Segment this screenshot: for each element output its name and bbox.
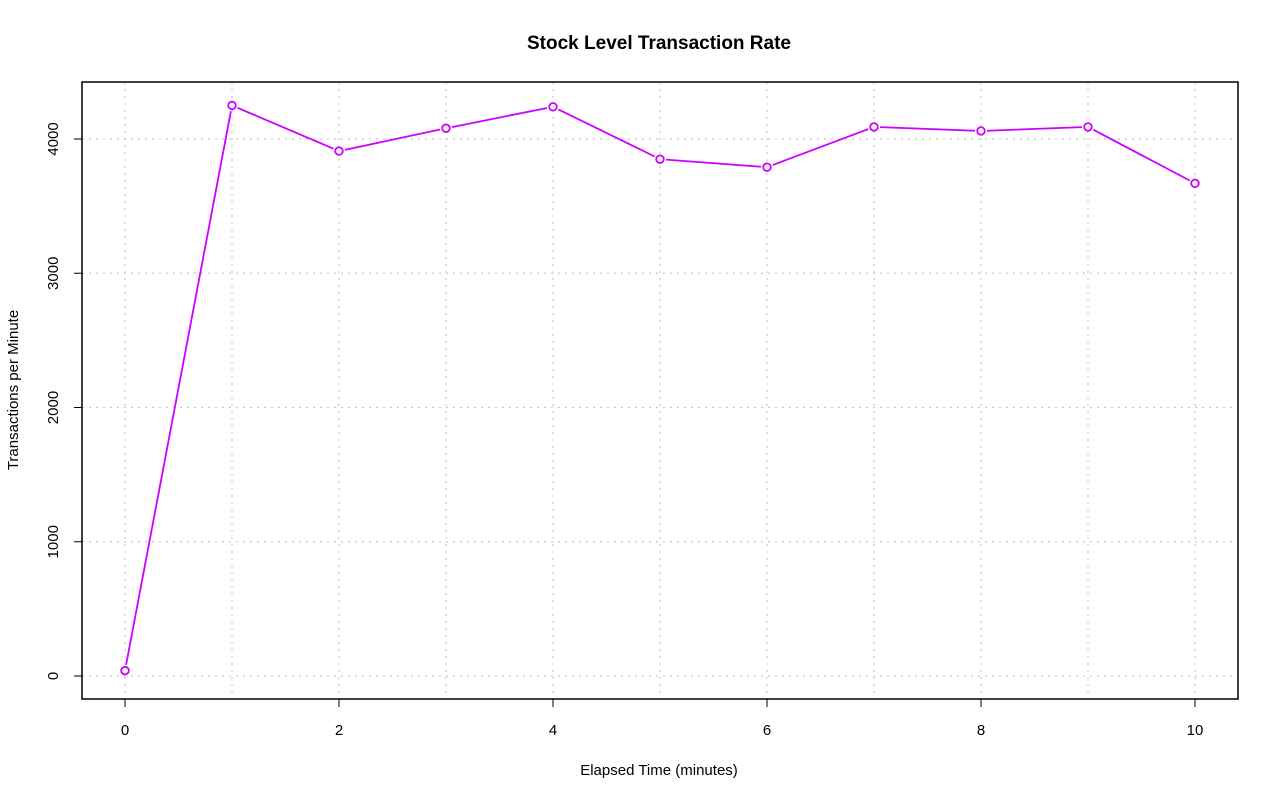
y-tick-label: 4000	[45, 122, 62, 155]
x-axis-label: Elapsed Time (minutes)	[580, 762, 738, 779]
series-line-segment	[665, 158, 762, 168]
data-point	[976, 126, 986, 136]
y-tick-label: 3000	[45, 257, 62, 290]
x-axis: 0 2 4 6 8 10	[121, 698, 1204, 739]
series-line-segment	[237, 106, 334, 150]
data-point	[762, 162, 772, 172]
data-point	[334, 146, 344, 156]
y-axis: 0 1000 2000 3000 4000	[45, 122, 83, 680]
x-tick-label: 0	[121, 722, 129, 739]
x-tick-label: 10	[1187, 722, 1204, 739]
series-line-segment	[772, 128, 869, 166]
y-tick-label: 1000	[45, 525, 62, 558]
series-line-segment	[344, 128, 441, 151]
x-tick-label: 2	[335, 722, 343, 739]
x-tick-label: 4	[549, 722, 557, 739]
series-line-segment	[451, 107, 548, 128]
series-line-segment	[986, 126, 1083, 132]
data-point	[1083, 122, 1093, 132]
grid-lines	[82, 82, 1238, 699]
data-point	[548, 102, 558, 112]
x-tick-label: 8	[977, 722, 985, 739]
data-point	[120, 665, 130, 676]
data-point	[1190, 178, 1200, 189]
series-line-segment	[879, 126, 976, 132]
series-line-segment	[125, 111, 232, 665]
series-line-segment	[557, 108, 656, 158]
data-point	[655, 154, 665, 164]
x-tick-label: 6	[763, 722, 771, 739]
y-tick-label: 0	[45, 672, 62, 680]
series-layer	[120, 100, 1200, 676]
series-line-segment	[1092, 128, 1191, 182]
y-tick-label: 2000	[45, 391, 62, 424]
data-point	[441, 123, 451, 133]
data-point	[869, 122, 879, 132]
chart-title: Stock Level Transaction Rate	[527, 33, 791, 54]
data-point	[227, 100, 237, 111]
y-axis-label: Transactions per Minute	[5, 310, 22, 470]
